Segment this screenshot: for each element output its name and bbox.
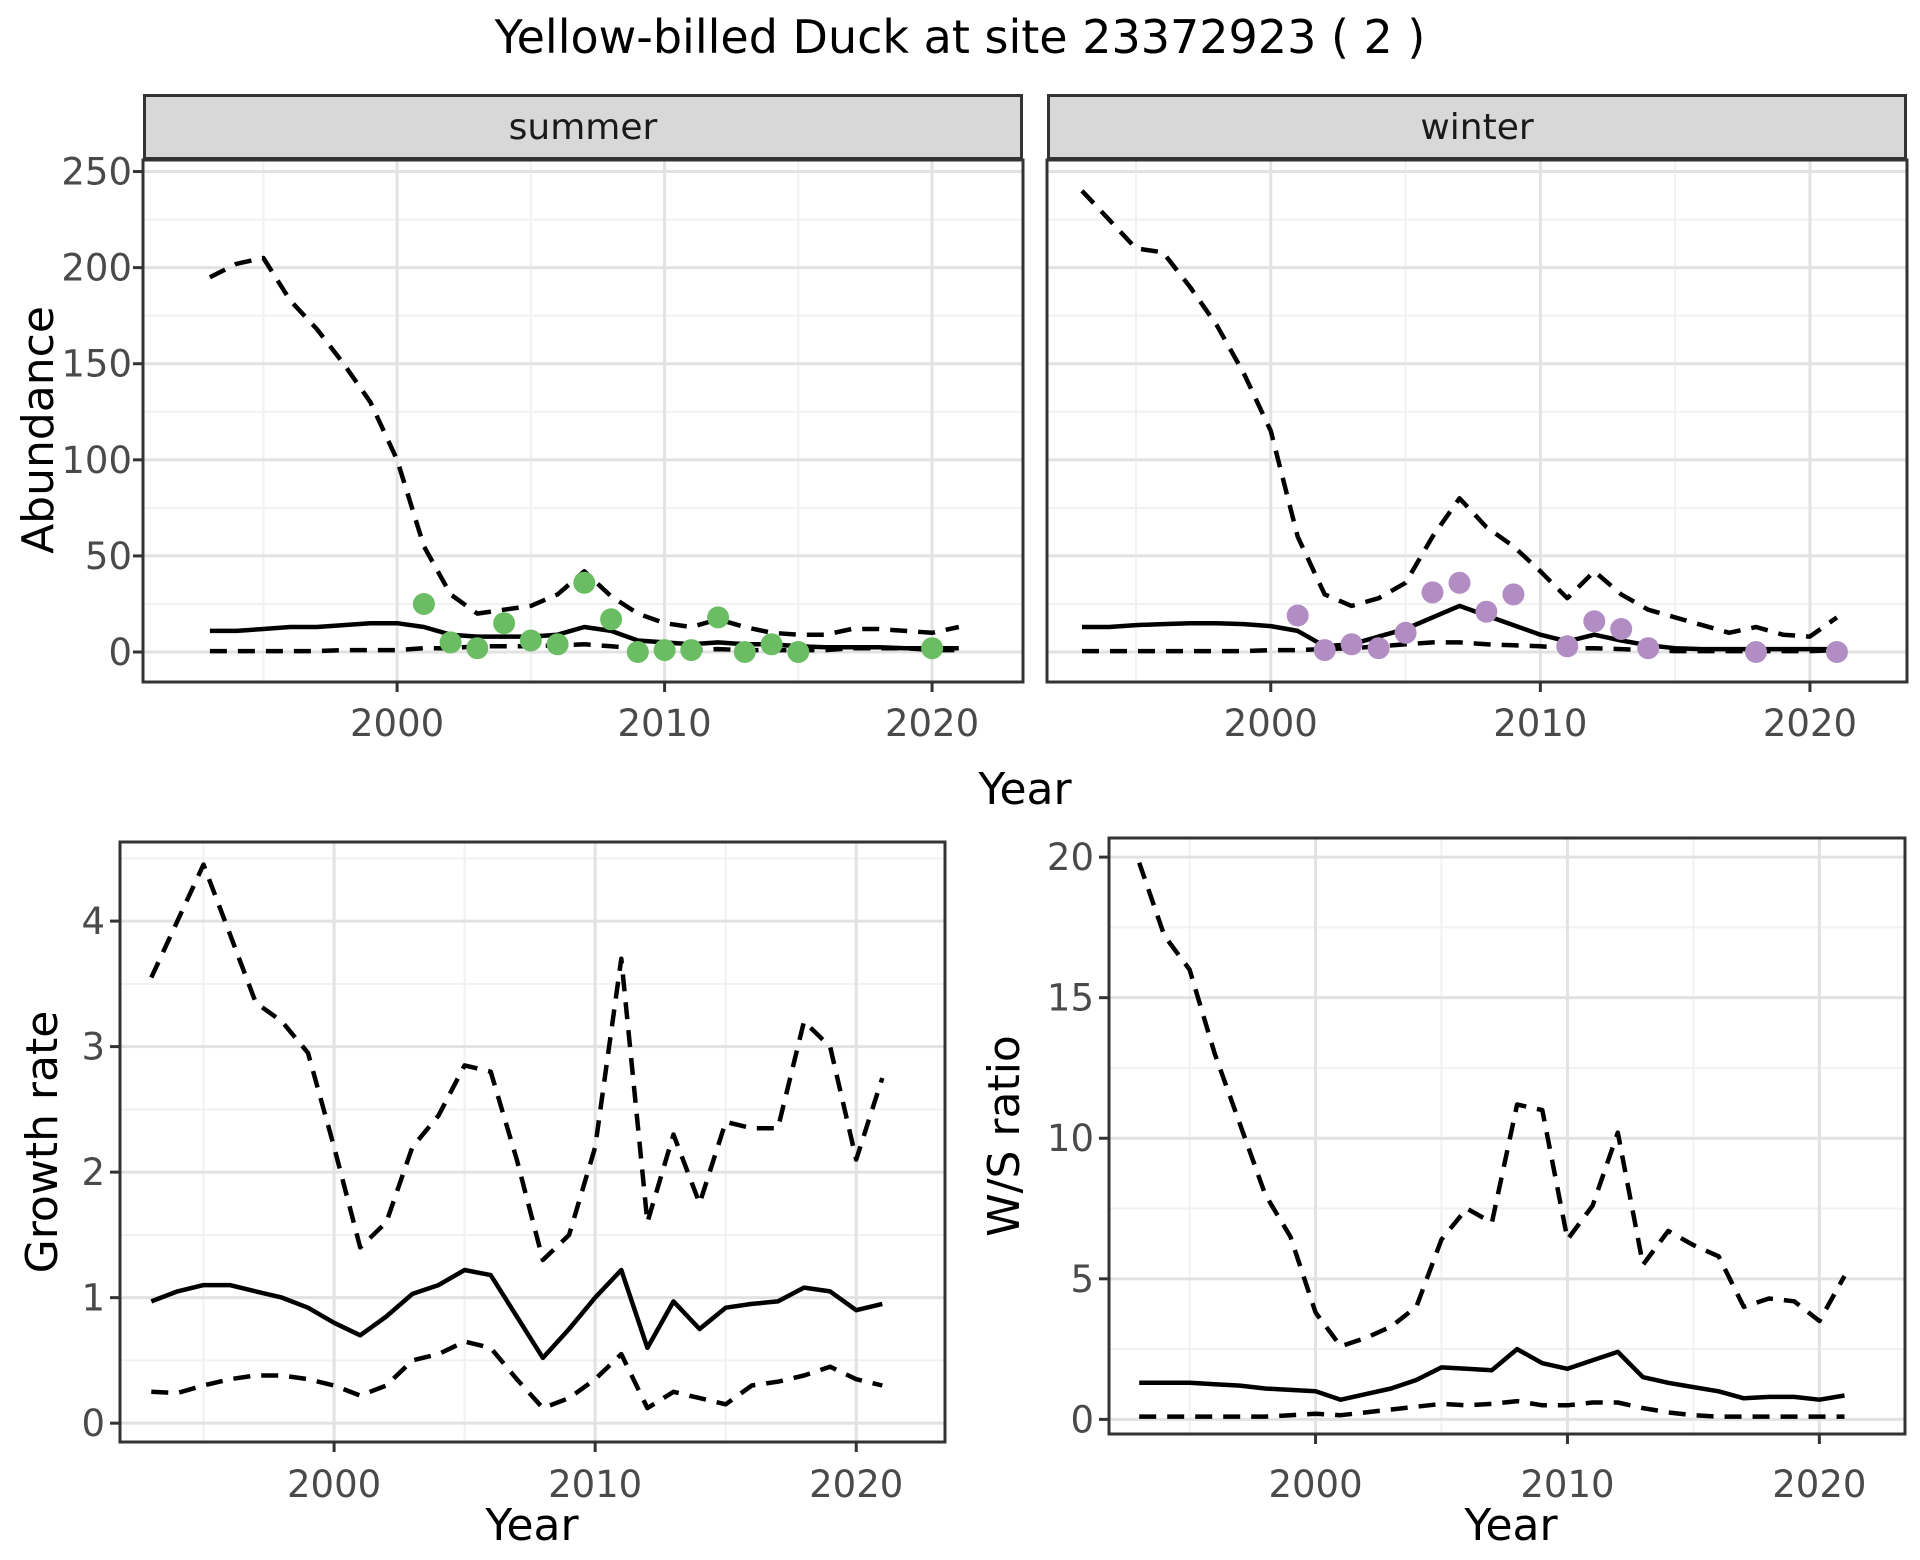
series-mean xyxy=(209,620,959,651)
data-point xyxy=(733,641,756,663)
data-point xyxy=(1556,635,1579,658)
data-point xyxy=(1340,633,1363,656)
y-tick-label: 5 xyxy=(1070,1258,1094,1301)
panel-border xyxy=(141,158,1025,684)
data-point xyxy=(921,637,944,660)
data-point xyxy=(1421,581,1444,604)
y-tick-label: 150 xyxy=(61,343,132,386)
y-tick-label: 200 xyxy=(61,247,132,290)
data-point xyxy=(1475,600,1498,623)
year-axis-title-bottom-left: Year xyxy=(485,1500,579,1551)
x-tick-label: 2000 xyxy=(350,702,444,745)
data-point xyxy=(787,641,810,663)
data-point xyxy=(626,641,649,663)
x-tick-label: 2010 xyxy=(1493,702,1587,745)
data-point xyxy=(1745,641,1767,663)
y-tick-label: 3 xyxy=(81,1026,105,1069)
data-point xyxy=(546,633,569,656)
series-lower_ci xyxy=(1082,640,1837,654)
data-point xyxy=(1367,637,1390,660)
data-point xyxy=(1394,621,1417,644)
series-lower_ci xyxy=(151,1339,883,1411)
ws-ratio-axis-title: W/S ratio xyxy=(979,1035,1030,1237)
y-tick-label: 20 xyxy=(1047,836,1094,879)
data-point xyxy=(600,608,623,631)
x-tick-label: 2010 xyxy=(1520,1463,1614,1506)
data-point xyxy=(707,606,730,629)
facet-strip-winter: winter xyxy=(1047,94,1907,160)
x-tick-label: 2020 xyxy=(1763,702,1857,745)
y-tick-label: 10 xyxy=(1047,1117,1094,1160)
panel-growth_rate: 2000 2010 2020 0 1 2 3 4 xyxy=(81,840,947,1506)
series-mean xyxy=(150,1267,883,1361)
data-point xyxy=(466,637,489,660)
x-tick-label: 2000 xyxy=(1224,702,1318,745)
y-tick-label: 0 xyxy=(1070,1398,1094,1441)
year-axis-title-top: Year xyxy=(978,764,1072,815)
data-point xyxy=(439,631,462,654)
data-point xyxy=(493,612,516,635)
y-tick-label: 1 xyxy=(81,1277,105,1320)
data-point xyxy=(1502,583,1525,606)
panel-border xyxy=(1045,158,1909,684)
data-point xyxy=(1610,618,1633,640)
series-lower_ci xyxy=(1139,1398,1845,1419)
y-tick-label: 0 xyxy=(108,631,132,674)
series-mean xyxy=(1139,1346,1845,1402)
x-tick-label: 2000 xyxy=(287,1463,381,1506)
series-upper_ci xyxy=(1080,189,1839,639)
data-point xyxy=(573,571,596,594)
year-axis-title-bottom-right: Year xyxy=(1464,1500,1558,1551)
panel-ws_ratio: 2000 2010 2020 0 5 10 15 20 xyxy=(1047,836,1907,1506)
facet-strip-summer-label: summer xyxy=(508,106,658,148)
series-upper_ci xyxy=(149,862,885,1263)
x-tick-label: 2020 xyxy=(1772,1463,1866,1506)
data-point xyxy=(1448,571,1471,594)
figure-title: Yellow-billed Duck at site 23372923 ( 2 … xyxy=(494,10,1426,64)
y-tick-label: 0 xyxy=(81,1402,105,1445)
panel-border xyxy=(1107,836,1907,1436)
x-tick-label: 2020 xyxy=(809,1463,903,1506)
data-point xyxy=(1313,639,1336,662)
series-upper_ci xyxy=(208,255,960,637)
data-point xyxy=(1286,604,1309,627)
y-tick-label: 15 xyxy=(1047,977,1094,1020)
data-point xyxy=(680,639,703,662)
panel-abundance_winter: 2000 2010 2020 xyxy=(1045,158,1909,745)
data-point xyxy=(760,633,783,656)
data-point xyxy=(1825,641,1848,663)
growth-rate-axis-title: Growth rate xyxy=(17,1010,68,1274)
data-point xyxy=(653,639,676,662)
abundance-axis-title: Abundance xyxy=(13,306,64,554)
x-tick-label: 2010 xyxy=(548,1463,642,1506)
panel-abundance_summer: 2000 2010 2020 0 50 100 150 200 250 xyxy=(61,151,1025,745)
y-tick-label: 2 xyxy=(81,1151,105,1194)
data-point xyxy=(519,629,542,652)
y-tick-label: 250 xyxy=(61,151,132,194)
facet-strip-summer: summer xyxy=(143,94,1023,160)
x-tick-label: 2020 xyxy=(885,702,979,745)
series-upper_ci xyxy=(1137,861,1847,1349)
x-tick-label: 2010 xyxy=(617,702,711,745)
y-tick-label: 50 xyxy=(85,535,132,578)
y-tick-label: 4 xyxy=(81,900,105,943)
facet-strip-winter-label: winter xyxy=(1420,106,1534,148)
panel-border xyxy=(118,840,947,1444)
x-tick-label: 2000 xyxy=(1268,1463,1362,1506)
series-lower_ci xyxy=(209,642,959,654)
data-point xyxy=(1583,610,1606,633)
data-point xyxy=(1637,637,1660,660)
y-tick-label: 100 xyxy=(61,439,132,482)
data-point xyxy=(412,593,435,615)
